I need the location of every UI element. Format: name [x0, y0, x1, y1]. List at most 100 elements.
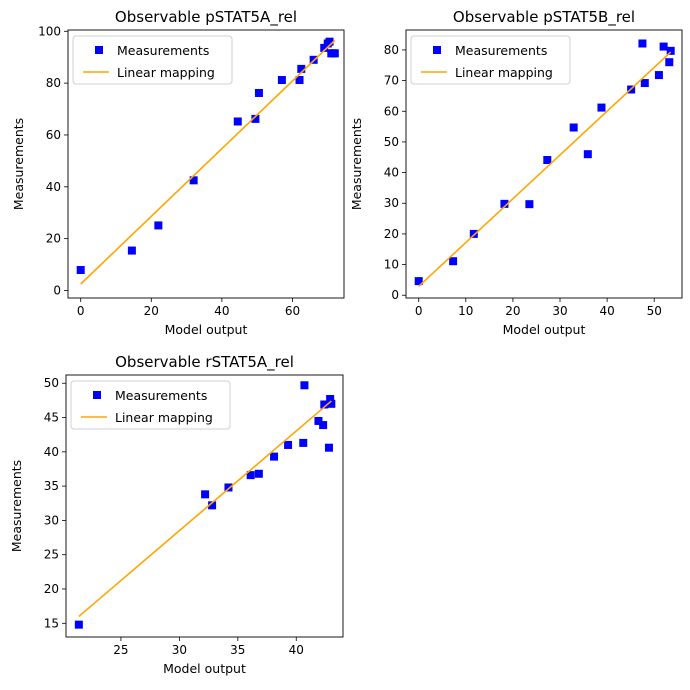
plot-area: [74, 381, 336, 629]
x-tick-label: 20: [505, 304, 520, 318]
y-tick-label: 80: [46, 76, 61, 90]
subplot-2: Observable pSTAT5B_rel 0 10 20 30 40 50 0 10 20 30…: [349, 8, 683, 337]
y-tick-label: 35: [44, 479, 59, 493]
data-point: [326, 395, 335, 404]
plot-area: [76, 37, 339, 285]
x-tick-label: 60: [285, 304, 300, 318]
axes-frame: [67, 29, 345, 299]
data-point: [500, 199, 509, 208]
legend-box: [72, 35, 233, 85]
chart-title: Observable pSTAT5B_rel: [453, 8, 635, 27]
x-tick-label: 0: [77, 304, 85, 318]
axes-frame: [65, 374, 344, 638]
legend-marker-measurements: [95, 46, 103, 54]
data-point: [277, 76, 286, 85]
data-point: [314, 416, 323, 425]
x-tick-label: 35: [230, 643, 245, 657]
y-tick-label: 30: [44, 513, 59, 527]
data-point: [659, 42, 668, 51]
x-tick-label: 40: [599, 304, 614, 318]
legend-label-linear-mapping: Linear mapping: [455, 65, 553, 80]
x-tick-label: 30: [172, 643, 187, 657]
data-point: [640, 79, 649, 88]
y-tick-label: 45: [44, 411, 59, 425]
y-tick-label: 40: [46, 180, 61, 194]
y-tick-label: 10: [384, 258, 399, 272]
data-point: [295, 76, 304, 85]
data-point: [654, 71, 663, 80]
y-tick-label: 40: [384, 166, 399, 180]
data-point: [666, 46, 675, 55]
data-point: [254, 88, 263, 97]
data-point: [324, 443, 333, 452]
data-point: [297, 64, 306, 73]
x-tick-label: 30: [552, 304, 567, 318]
x-tick-label: 25: [113, 643, 128, 657]
axes-frame: [405, 29, 683, 299]
y-tick-label: 0: [391, 288, 399, 302]
data-point: [569, 123, 578, 132]
legend-label-measurements: Measurements: [455, 43, 547, 58]
y-tick-label: 20: [384, 227, 399, 241]
x-tick-label: 40: [289, 643, 304, 657]
y-tick-label: 25: [44, 548, 59, 562]
legend-label-linear-mapping: Linear mapping: [117, 65, 215, 80]
y-tick-label: 60: [46, 128, 61, 142]
data-point: [224, 483, 233, 492]
y-tick-label: 50: [44, 376, 59, 390]
data-point: [325, 37, 334, 46]
subplot-1: Observable pSTAT5A_rel 0 20 40 60 0 20 40 60 80 10…: [11, 8, 345, 337]
data-point: [319, 421, 328, 430]
y-tick-label: 60: [384, 104, 399, 118]
y-tick-label: 100: [38, 24, 61, 38]
data-point: [320, 400, 329, 409]
y-axis-label: Measurements: [9, 460, 24, 552]
data-point: [246, 471, 255, 480]
data-point: [208, 501, 217, 510]
x-tick-label: 10: [458, 304, 473, 318]
linear-mapping-line: [80, 39, 336, 285]
y-tick-label: 30: [384, 196, 399, 210]
y-axis-label: Measurements: [11, 118, 26, 210]
data-point: [300, 381, 309, 390]
legend: Measurements Linear mapping: [72, 35, 233, 85]
data-point: [469, 229, 478, 238]
data-point: [665, 58, 674, 67]
data-point: [583, 150, 592, 159]
legend-label-measurements: Measurements: [117, 43, 209, 58]
y-tick-label: 40: [44, 445, 59, 459]
data-point: [189, 176, 198, 185]
y-tick-label: 20: [46, 232, 61, 246]
x-axis-label: Model output: [165, 322, 248, 337]
data-point: [597, 103, 606, 112]
data-point: [127, 246, 136, 255]
data-point: [320, 43, 329, 52]
data-point: [76, 266, 85, 275]
data-point: [284, 440, 293, 449]
legend-label-measurements: Measurements: [115, 388, 207, 403]
x-tick-label: 0: [415, 304, 423, 318]
data-point: [414, 277, 423, 286]
data-point: [299, 438, 308, 447]
linear-mapping-line: [78, 400, 332, 618]
x-axis-label: Model output: [503, 322, 586, 337]
data-point: [638, 39, 647, 48]
data-point: [233, 117, 242, 126]
chart-title: Observable pSTAT5A_rel: [115, 8, 297, 27]
data-point: [251, 114, 260, 123]
data-point: [449, 257, 458, 266]
plot-area: [414, 39, 675, 287]
y-tick-label: 20: [44, 582, 59, 596]
data-point: [201, 490, 210, 499]
legend: Measurements Linear mapping: [410, 35, 571, 85]
data-point: [270, 452, 279, 461]
data-point: [74, 620, 83, 629]
legend-marker-measurements: [93, 391, 101, 399]
legend-marker-measurements: [433, 46, 441, 54]
data-point: [543, 156, 552, 165]
x-axis-label: Model output: [163, 661, 246, 676]
data-point: [330, 49, 339, 58]
data-point: [327, 399, 336, 408]
subplot-3: Observable rSTAT5A_rel 25 30 35 40 15 20 25 30 35…: [9, 353, 344, 676]
